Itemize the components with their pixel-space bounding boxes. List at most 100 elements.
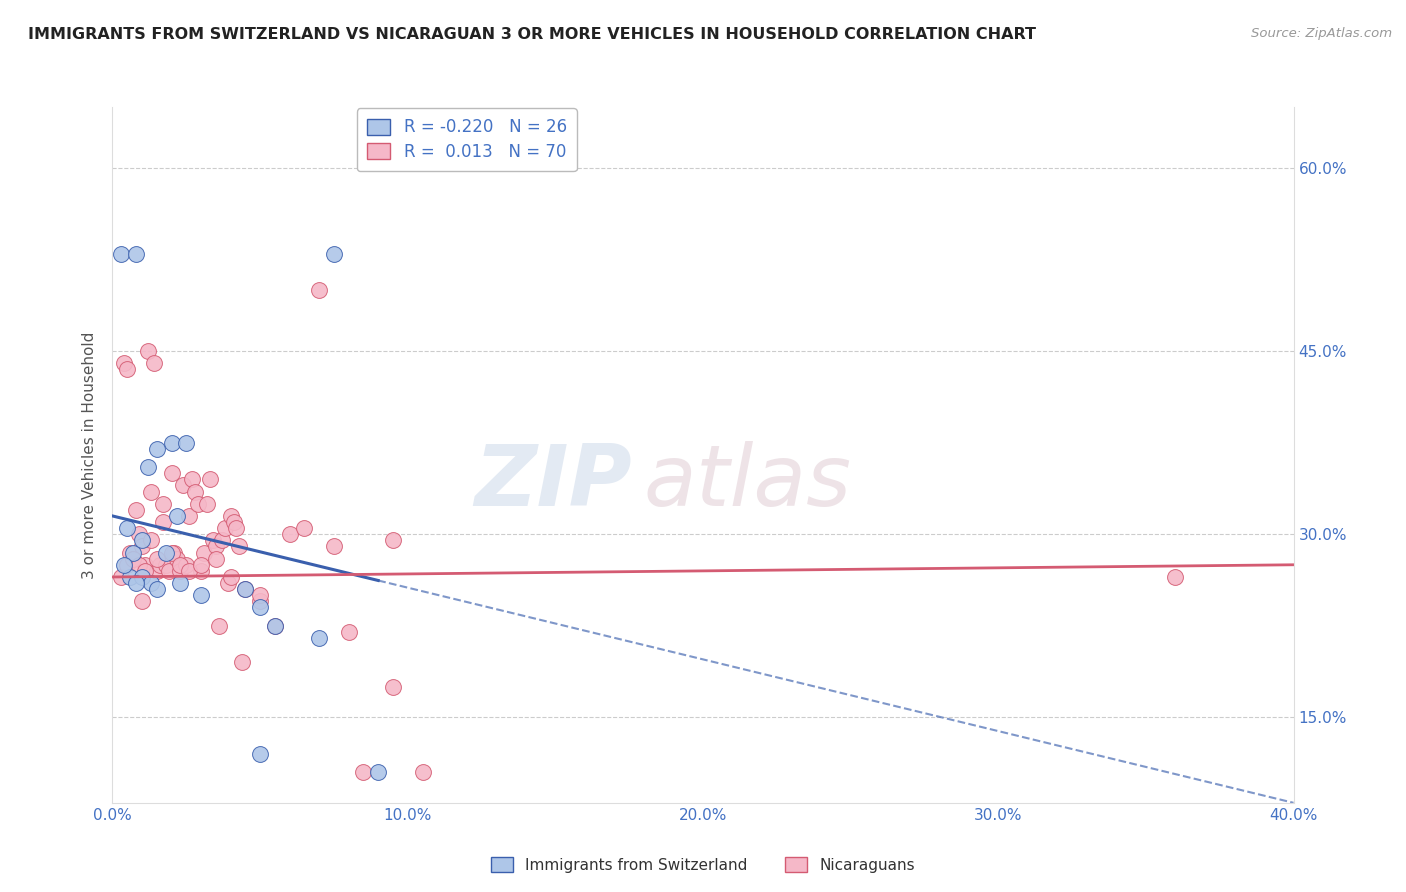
Point <box>122 545 145 559</box>
Point <box>249 600 271 615</box>
Point <box>211 533 233 548</box>
Point <box>337 624 360 639</box>
Point <box>382 533 405 548</box>
Point <box>190 564 212 578</box>
Point <box>146 564 169 578</box>
Point <box>308 631 330 645</box>
Point <box>308 283 330 297</box>
Point <box>172 478 194 492</box>
Point <box>146 551 169 566</box>
Point <box>367 765 389 780</box>
Point <box>412 765 434 780</box>
Point <box>131 594 153 608</box>
Point <box>174 558 197 572</box>
Point <box>117 521 138 535</box>
Point <box>190 558 212 572</box>
Point <box>219 570 242 584</box>
Point <box>112 558 135 572</box>
Point <box>205 551 228 566</box>
Point <box>122 551 145 566</box>
Point <box>184 484 207 499</box>
Point <box>134 564 156 578</box>
Point <box>146 442 169 456</box>
Point <box>174 435 197 450</box>
Point <box>122 551 145 566</box>
Text: atlas: atlas <box>644 442 852 524</box>
Point <box>198 472 221 486</box>
Point <box>264 619 287 633</box>
Point <box>217 576 239 591</box>
Point <box>120 570 142 584</box>
Point <box>169 564 191 578</box>
Point <box>228 540 250 554</box>
Point <box>181 472 204 486</box>
Point <box>323 246 346 260</box>
Point <box>278 527 301 541</box>
Point <box>117 362 138 376</box>
Point <box>214 521 236 535</box>
Point <box>233 582 256 597</box>
Point <box>128 527 150 541</box>
Point <box>139 533 162 548</box>
Point <box>323 540 346 554</box>
Point <box>264 619 287 633</box>
Point <box>249 588 271 602</box>
Point <box>136 344 159 359</box>
Point <box>201 533 224 548</box>
Point <box>112 356 135 370</box>
Point <box>125 576 148 591</box>
Point <box>131 570 153 584</box>
Point <box>231 656 253 670</box>
Point <box>155 545 177 559</box>
Point <box>208 619 231 633</box>
Point <box>160 435 183 450</box>
Point <box>249 747 271 761</box>
Legend: Immigrants from Switzerland, Nicaraguans: Immigrants from Switzerland, Nicaraguans <box>485 851 921 879</box>
Point <box>169 558 191 572</box>
Point <box>142 356 165 370</box>
Point <box>187 497 209 511</box>
Point <box>160 545 183 559</box>
Point <box>163 545 186 559</box>
Point <box>152 497 174 511</box>
Point <box>152 515 174 529</box>
Point <box>190 588 212 602</box>
Point <box>128 558 150 572</box>
Point <box>166 551 188 566</box>
Point <box>179 564 201 578</box>
Point <box>136 460 159 475</box>
Point <box>292 521 315 535</box>
Point <box>155 558 177 572</box>
Text: Source: ZipAtlas.com: Source: ZipAtlas.com <box>1251 27 1392 40</box>
Point <box>205 540 228 554</box>
Point <box>169 576 191 591</box>
Point <box>352 765 374 780</box>
Y-axis label: 3 or more Vehicles in Household: 3 or more Vehicles in Household <box>82 331 97 579</box>
Point <box>195 497 218 511</box>
Point <box>131 533 153 548</box>
Point <box>222 515 245 529</box>
Point <box>125 246 148 260</box>
Point <box>157 564 180 578</box>
Point <box>110 570 132 584</box>
Point <box>134 558 156 572</box>
Text: ZIP: ZIP <box>474 442 633 524</box>
Point <box>160 467 183 481</box>
Point <box>1164 570 1187 584</box>
Point <box>219 508 242 523</box>
Text: IMMIGRANTS FROM SWITZERLAND VS NICARAGUAN 3 OR MORE VEHICLES IN HOUSEHOLD CORREL: IMMIGRANTS FROM SWITZERLAND VS NICARAGUA… <box>28 27 1036 42</box>
Point <box>131 540 153 554</box>
Point <box>179 508 201 523</box>
Point <box>139 484 162 499</box>
Point <box>149 558 172 572</box>
Point <box>139 576 162 591</box>
Point <box>117 558 138 572</box>
Point <box>125 503 148 517</box>
Point <box>110 246 132 260</box>
Point <box>166 508 188 523</box>
Point <box>193 545 215 559</box>
Point <box>249 594 271 608</box>
Point <box>225 521 247 535</box>
Point <box>146 582 169 597</box>
Point <box>120 545 142 559</box>
